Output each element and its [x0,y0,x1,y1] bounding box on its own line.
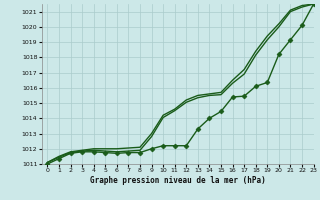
X-axis label: Graphe pression niveau de la mer (hPa): Graphe pression niveau de la mer (hPa) [90,176,266,185]
